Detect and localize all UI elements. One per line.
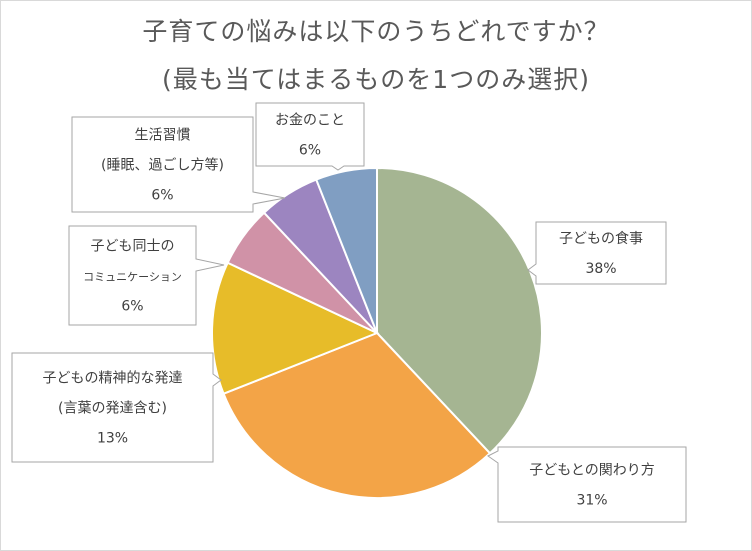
data-label: お金のこと 6% bbox=[255, 102, 365, 171]
data-label-category: 生活習慣 bbox=[135, 127, 191, 144]
pie-slice bbox=[222, 331, 492, 499]
data-label-category: コミュニケーション bbox=[83, 271, 182, 284]
data-label-category: 子どもとの関わり方 bbox=[529, 463, 655, 479]
data-label-value: 31% bbox=[576, 493, 607, 509]
data-label-value: 6% bbox=[299, 143, 321, 159]
data-label-value: 13% bbox=[97, 431, 128, 447]
data-label: 子どもの食事 38% bbox=[527, 221, 667, 285]
data-label-value: 38% bbox=[585, 261, 616, 277]
pie-slice bbox=[211, 261, 380, 396]
chart-title: 子育ての悩みは以下のうちどれですか？ bbox=[142, 17, 610, 46]
label-callout-box bbox=[11, 352, 222, 463]
data-label-category: (言葉の発達含む) bbox=[58, 401, 167, 417]
label-callout-box bbox=[527, 221, 667, 285]
label-callout-box bbox=[68, 225, 225, 326]
pie-slice bbox=[314, 166, 378, 334]
chart-subtitle: (最も当てはまるものを1つのみ選択) bbox=[162, 65, 590, 94]
data-label-value: 6% bbox=[121, 299, 143, 315]
data-label: 子どもとの関わり方 31% bbox=[487, 446, 687, 523]
data-label-category: 子どもの精神的な発達 bbox=[43, 371, 183, 387]
label-callout-box bbox=[255, 102, 365, 171]
data-label-category: 子どもの食事 bbox=[559, 230, 643, 247]
data-label-category: お金のこと bbox=[275, 113, 345, 129]
label-callout-box bbox=[487, 446, 687, 523]
data-label: 生活習慣 (睡眠、過ごし方等) 6% bbox=[71, 116, 286, 213]
data-label-category: 子ども同士の bbox=[91, 239, 175, 255]
data-label: 子どもの精神的な発達 (言葉の発達含む) 13% bbox=[11, 352, 222, 463]
pie-slices bbox=[211, 166, 543, 499]
data-label-category: (睡眠、過ごし方等) bbox=[101, 157, 224, 174]
data-label-value: 6% bbox=[151, 188, 173, 204]
label-callout-box bbox=[71, 116, 286, 213]
